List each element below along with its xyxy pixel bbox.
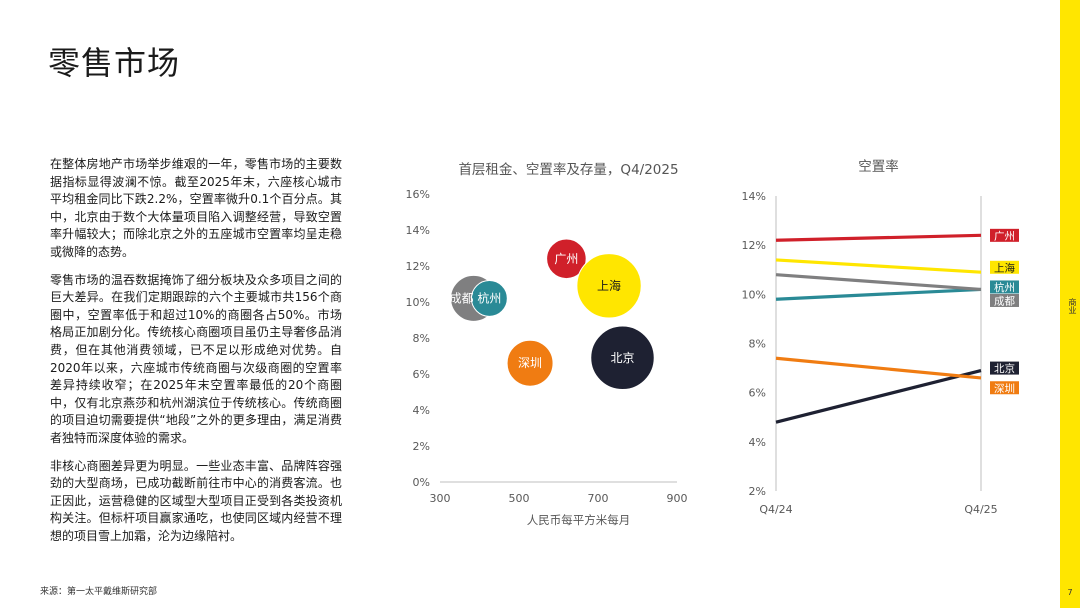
bubble-y-tick-label: 10%: [406, 296, 430, 309]
line-y-tick-label: 2%: [749, 485, 766, 498]
line-label-box: [990, 381, 1019, 395]
bubble-y-tick-label: 14%: [406, 224, 430, 237]
bubble-y-tick-label: 12%: [406, 260, 430, 273]
line-series-label: 深圳: [994, 383, 1015, 395]
bubble-x-axis-label: 人民币每平方米每月: [527, 513, 631, 527]
line-series-成都: [775, 273, 982, 292]
bubble-y-tick-label: 8%: [413, 332, 430, 345]
bubble-label: 成都: [450, 291, 474, 305]
line-series-上海: [775, 258, 982, 274]
line-series-label: 北京: [994, 362, 1015, 375]
line-series-label: 杭州: [994, 281, 1015, 294]
bubble-chart-title: 首层租金、空置率及存量，Q4/2025: [458, 161, 678, 178]
line-label-box: [990, 260, 1019, 274]
bubble-深圳: [506, 339, 554, 387]
line-x-tick-label: Q4/25: [964, 503, 997, 516]
line-x-tick-label: Q4/24: [759, 503, 792, 516]
paragraph-1: 在整体房地产市场举步维艰的一年，零售市场的主要数据指标显得波澜不惊。截至2025…: [50, 157, 342, 259]
line-series-北京: [775, 368, 982, 424]
line-series-深圳: [775, 356, 982, 380]
line-y-tick-label: 8%: [749, 338, 766, 351]
line-y-tick-label: 12%: [742, 239, 766, 252]
page-title: 零售市场: [48, 44, 181, 82]
bubble-广州: [546, 238, 587, 280]
bubble-北京: [590, 325, 655, 391]
bubble-label: 上海: [597, 278, 621, 293]
paragraph-3: 非核心商圈差异更为明显。一些业态丰富、品牌阵容强劲的大型商场，已成功截断前往市中…: [50, 458, 342, 543]
line-series-杭州: [775, 287, 982, 301]
line-series-label: 上海: [994, 261, 1015, 274]
line-series-广州: [775, 233, 982, 242]
line-label-box: [990, 361, 1019, 375]
bubble-y-tick-label: 4%: [413, 404, 430, 417]
bubble-y-tick-label: 0%: [413, 476, 430, 489]
bubble-成都: [450, 274, 498, 322]
line-label-box: [990, 280, 1019, 294]
line-chart-title: 空置率: [858, 158, 899, 175]
line-label-box: [990, 293, 1019, 307]
brand-accent-bar: [1060, 0, 1080, 608]
page-number: 7: [1067, 588, 1073, 597]
bubble-label: 杭州: [477, 290, 501, 305]
line-y-tick-label: 4%: [749, 436, 766, 449]
bubble-杭州: [470, 279, 508, 317]
bubble-x-tick-label: 500: [509, 492, 530, 505]
bubble-y-tick-label: 6%: [413, 368, 430, 381]
bubble-x-tick-label: 300: [430, 492, 451, 505]
bubble-label: 北京: [610, 351, 634, 365]
bubble-x-tick-label: 900: [667, 492, 688, 505]
bubble-label: 深圳: [518, 356, 542, 370]
line-y-tick-label: 14%: [742, 190, 766, 203]
source-note: 来源：第一太平戴维斯研究部: [40, 587, 158, 597]
line-y-tick-label: 6%: [749, 387, 766, 400]
line-y-tick-label: 10%: [742, 288, 766, 301]
paragraph-2: 零售市场的温吞数据掩饰了细分板块及众多项目之间的巨大差异。在我们定期跟踪的六个主…: [50, 272, 342, 445]
section-tab: 商业: [1068, 298, 1077, 314]
bubble-y-tick-label: 16%: [406, 188, 430, 201]
line-series-label: 广州: [994, 230, 1015, 242]
bubble-label: 广州: [554, 252, 578, 266]
line-label-box: [990, 228, 1019, 242]
line-series-label: 成都: [994, 295, 1015, 307]
bubble-x-tick-label: 700: [588, 492, 609, 505]
bubble-上海: [576, 253, 642, 319]
bubble-y-tick-label: 2%: [413, 440, 430, 453]
body-text: 在整体房地产市场举步维艰的一年，零售市场的主要数据指标显得波澜不惊。截至2025…: [50, 156, 342, 555]
